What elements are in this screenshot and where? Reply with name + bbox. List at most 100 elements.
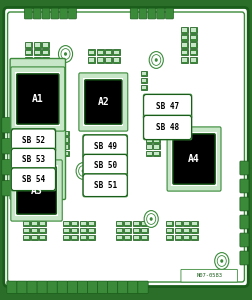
FancyBboxPatch shape (2, 118, 11, 133)
Bar (64, 132, 68, 135)
Bar (153, 131, 160, 136)
Bar (15, 165, 58, 216)
FancyBboxPatch shape (4, 8, 248, 286)
Bar (133, 221, 140, 226)
Bar (80, 235, 87, 240)
Bar (26, 58, 31, 62)
Bar (190, 57, 197, 63)
Bar (134, 222, 139, 225)
Bar (190, 27, 197, 33)
Bar (42, 50, 49, 56)
FancyBboxPatch shape (11, 168, 56, 191)
Bar (35, 43, 40, 47)
Bar (192, 222, 197, 225)
Bar (32, 222, 37, 225)
Bar (166, 235, 173, 240)
Bar (64, 236, 69, 239)
Bar (166, 121, 173, 126)
FancyBboxPatch shape (37, 281, 47, 293)
Bar (97, 50, 104, 56)
Bar (182, 58, 187, 62)
Bar (146, 131, 152, 136)
FancyBboxPatch shape (83, 135, 127, 158)
Bar (64, 229, 69, 232)
Bar (142, 72, 146, 75)
Bar (81, 236, 86, 239)
FancyBboxPatch shape (240, 197, 249, 211)
Circle shape (76, 163, 90, 179)
Bar (35, 50, 40, 55)
FancyBboxPatch shape (130, 8, 138, 19)
Bar (63, 144, 69, 149)
Bar (154, 152, 159, 155)
FancyBboxPatch shape (240, 251, 249, 265)
Bar (146, 124, 152, 130)
Bar (166, 107, 173, 113)
Text: SB 54: SB 54 (22, 175, 45, 184)
Bar (25, 57, 32, 63)
FancyBboxPatch shape (98, 281, 108, 293)
Bar (147, 152, 151, 155)
Bar (23, 228, 30, 233)
Bar (125, 222, 130, 225)
Bar (191, 228, 198, 233)
Bar (191, 35, 196, 40)
FancyBboxPatch shape (69, 8, 76, 19)
Bar (56, 145, 61, 148)
Bar (141, 85, 147, 90)
Bar (114, 58, 119, 62)
Circle shape (58, 46, 73, 62)
Bar (31, 221, 38, 226)
Bar (192, 229, 197, 232)
FancyBboxPatch shape (138, 281, 148, 293)
Bar (24, 236, 29, 239)
FancyBboxPatch shape (2, 139, 11, 154)
Bar (154, 125, 159, 129)
Circle shape (64, 52, 67, 56)
Bar (184, 229, 189, 232)
Bar (56, 138, 61, 142)
Bar (154, 132, 159, 135)
Bar (142, 236, 147, 239)
Text: SB 53: SB 53 (22, 155, 45, 164)
Bar (81, 222, 86, 225)
FancyBboxPatch shape (143, 94, 192, 119)
FancyBboxPatch shape (10, 58, 66, 200)
Bar (24, 222, 29, 225)
Bar (133, 228, 140, 233)
FancyBboxPatch shape (128, 281, 138, 293)
FancyBboxPatch shape (11, 129, 56, 152)
Bar (125, 236, 130, 239)
Bar (72, 222, 77, 225)
Circle shape (220, 259, 223, 263)
Bar (142, 222, 147, 225)
FancyBboxPatch shape (173, 134, 215, 184)
FancyBboxPatch shape (83, 174, 127, 197)
Bar (166, 221, 173, 226)
FancyBboxPatch shape (2, 160, 11, 175)
Bar (117, 222, 122, 225)
Bar (55, 151, 62, 156)
Text: SB 50: SB 50 (94, 161, 117, 170)
Text: SB 49: SB 49 (94, 142, 117, 151)
Bar (176, 236, 181, 239)
Bar (167, 108, 172, 112)
Bar (97, 57, 104, 63)
Bar (64, 152, 68, 155)
Bar (88, 221, 95, 226)
Text: SB 52: SB 52 (22, 136, 45, 145)
Bar (182, 35, 187, 40)
Bar (174, 107, 180, 113)
Bar (184, 222, 189, 225)
Bar (183, 221, 190, 226)
Text: A2: A2 (98, 97, 109, 107)
Bar (147, 145, 151, 148)
Bar (34, 50, 41, 56)
FancyBboxPatch shape (7, 281, 17, 293)
Bar (63, 235, 70, 240)
Bar (167, 115, 172, 119)
Bar (134, 229, 139, 232)
Bar (23, 235, 30, 240)
Bar (39, 235, 46, 240)
Bar (141, 228, 148, 233)
